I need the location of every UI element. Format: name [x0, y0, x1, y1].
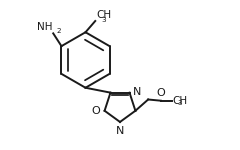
Text: NH: NH	[37, 22, 53, 32]
Text: 2: 2	[56, 28, 61, 34]
Text: O: O	[92, 106, 100, 116]
Text: CH: CH	[96, 10, 111, 20]
Text: 3: 3	[177, 100, 182, 106]
Text: CH: CH	[172, 96, 187, 106]
Text: N: N	[133, 87, 141, 97]
Text: 3: 3	[101, 16, 106, 22]
Text: O: O	[156, 88, 165, 98]
Text: N: N	[116, 126, 124, 136]
